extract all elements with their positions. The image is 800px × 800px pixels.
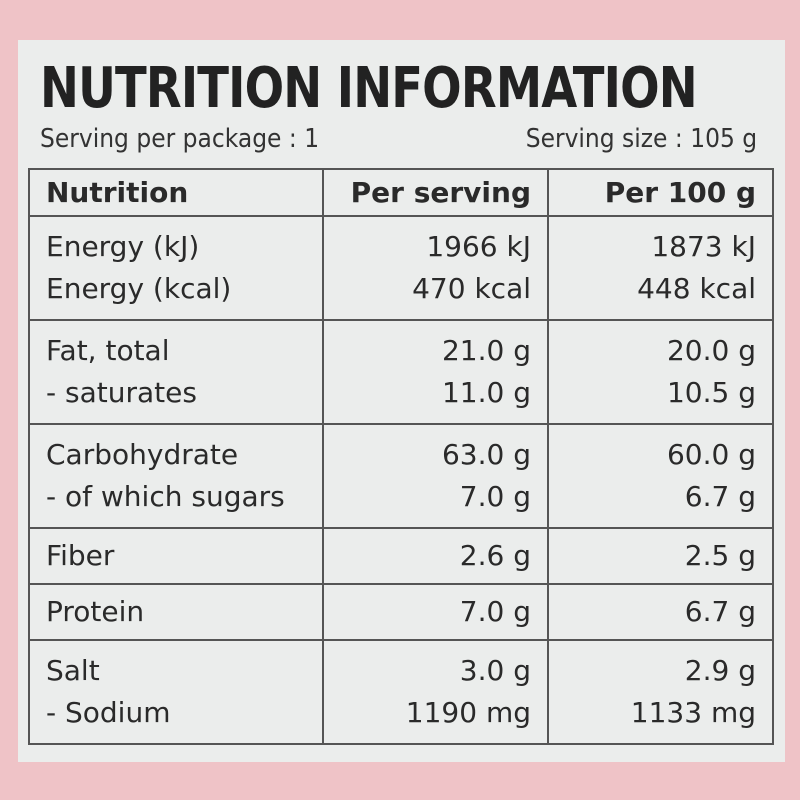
nutrient-name: - Sodium — [46, 696, 171, 729]
row-group: Fat, total - saturates 21.0 g 11.0 g 20.0 g 1… — [28, 319, 774, 425]
nutrient-value: 7.0 g — [459, 480, 531, 513]
row-group: Salt - Sodium 3.0 g 1190 mg 2.9 g 1133 mg — [28, 639, 774, 745]
nutrient-value: 1873 kJ — [651, 230, 756, 263]
value-cell: 63.0 g 7.0 g — [322, 423, 549, 529]
nutrient-value: 1966 kJ — [426, 230, 531, 263]
value-cell: 20.0 g 10.5 g — [547, 319, 774, 425]
nutrient-cell: Energy (kJ) Energy (kcal) — [28, 215, 324, 321]
nutrient-name: - saturates — [46, 376, 197, 409]
nutrient-value: 60.0 g — [666, 438, 756, 471]
column-header: Per serving — [322, 168, 549, 217]
column-header: Per 100 g — [547, 168, 774, 217]
value-cell: 2.5 g — [547, 527, 774, 585]
nutrient-name: Salt — [46, 654, 100, 687]
nutrient-name: Fiber — [46, 539, 115, 572]
serving-per-package: Serving per package : 1 — [40, 124, 320, 154]
value-cell: 2.9 g 1133 mg — [547, 639, 774, 745]
nutrient-value: 1133 mg — [630, 696, 756, 729]
value-cell: 1873 kJ 448 kcal — [547, 215, 774, 321]
nutrient-name: - of which sugars — [46, 480, 285, 513]
value-cell: 1966 kJ 470 kcal — [322, 215, 549, 321]
nutrient-cell: Carbohydrate - of which sugars — [28, 423, 324, 529]
nutrient-value: 2.9 g — [684, 654, 756, 687]
nutrient-value: 2.5 g — [684, 539, 756, 572]
nutrient-value: 20.0 g — [666, 334, 756, 367]
nutrient-value: 448 kcal — [637, 272, 756, 305]
nutrient-value: 1190 mg — [405, 696, 531, 729]
nutrient-value: 470 kcal — [412, 272, 531, 305]
title: NUTRITION INFORMATION — [40, 56, 698, 121]
value-cell: 3.0 g 1190 mg — [322, 639, 549, 745]
nutrient-value: 11.0 g — [441, 376, 531, 409]
nutrient-cell: Fat, total - saturates — [28, 319, 324, 425]
nutrient-value: 6.7 g — [684, 480, 756, 513]
header-row: Nutrition Per serving Per 100 g — [28, 168, 774, 217]
nutrient-cell: Salt - Sodium — [28, 639, 324, 745]
nutrient-cell: Protein — [28, 583, 324, 641]
nutrient-value: 10.5 g — [666, 376, 756, 409]
nutrient-name: Energy (kcal) — [46, 272, 232, 305]
value-cell: 7.0 g — [322, 583, 549, 641]
nutrient-value: 6.7 g — [684, 595, 756, 628]
nutrient-value: 2.6 g — [459, 539, 531, 572]
row-group: Protein 7.0 g 6.7 g — [28, 583, 774, 641]
row-group: Energy (kJ) Energy (kcal) 1966 kJ 470 kcal 1… — [28, 215, 774, 321]
value-cell: 6.7 g — [547, 583, 774, 641]
nutrient-name: Energy (kJ) — [46, 230, 200, 263]
label-panel: NUTRITION INFORMATION Serving per packag… — [18, 40, 785, 762]
nutrient-cell: Fiber — [28, 527, 324, 585]
column-header: Nutrition — [28, 168, 324, 217]
row-group: Carbohydrate - of which sugars 63.0 g 7.0 g… — [28, 423, 774, 529]
serving-size: Serving size : 105 g — [525, 124, 757, 154]
nutrient-name: Protein — [46, 595, 145, 628]
nutrient-name: Fat, total — [46, 334, 170, 367]
row-group: Fiber 2.6 g 2.5 g — [28, 527, 774, 585]
value-cell: 21.0 g 11.0 g — [322, 319, 549, 425]
nutrition-table: Nutrition Per serving Per 100 g Energy (kJ… — [28, 168, 774, 745]
nutrient-value: 63.0 g — [441, 438, 531, 471]
value-cell: 2.6 g — [322, 527, 549, 585]
nutrient-value: 7.0 g — [459, 595, 531, 628]
nutrient-name: Carbohydrate — [46, 438, 239, 471]
nutrient-value: 3.0 g — [459, 654, 531, 687]
value-cell: 60.0 g 6.7 g — [547, 423, 774, 529]
nutrient-value: 21.0 g — [441, 334, 531, 367]
